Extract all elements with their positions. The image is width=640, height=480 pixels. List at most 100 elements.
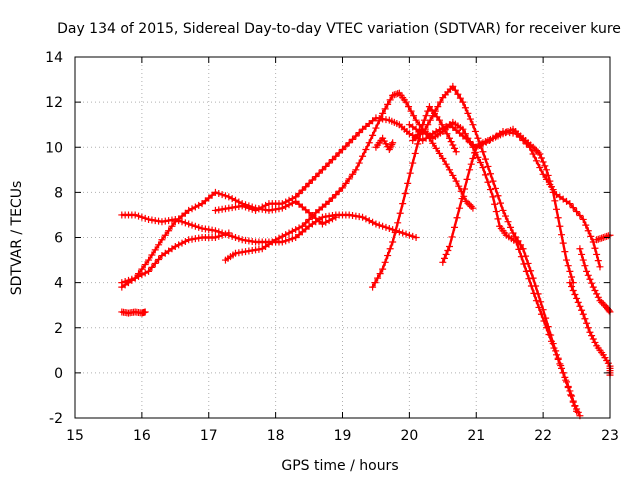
data-point [372,220,380,228]
data-point [484,162,492,170]
data-point [489,177,497,185]
data-point [131,274,139,282]
data-point [591,287,599,295]
data-point [446,166,453,174]
data-point [409,232,417,240]
data-point [448,233,456,241]
data-point [376,270,384,278]
data-point [232,234,239,241]
data-point [456,204,464,212]
data-point [141,308,149,316]
data-point [481,155,489,163]
data-point [188,221,196,229]
data-point [282,231,290,239]
data-point [484,178,492,186]
data-point [342,142,350,150]
data-point [131,211,139,219]
data-point [581,315,589,323]
data-point [292,226,300,234]
series-prn-m [576,245,614,316]
data-point [371,279,379,287]
data-point [335,149,343,157]
data-point [349,170,357,178]
data-point [474,134,482,142]
data-point [571,290,579,298]
data-point [481,171,489,179]
data-point [148,251,156,259]
data-point [362,215,370,223]
data-point [489,193,497,201]
data-point [420,116,428,124]
data-point [566,267,574,275]
data-point [571,402,579,410]
series-prn-a [118,211,420,246]
data-point [386,245,394,253]
data-point [451,144,459,152]
data-point [537,310,545,318]
data-point [435,116,443,124]
data-point [566,200,574,208]
data-point [165,227,173,235]
data-point [405,130,413,138]
data-point [491,184,499,192]
data-point [545,331,553,339]
data-point [381,105,389,113]
x-tick-label: 22 [534,428,552,444]
data-point [339,146,346,154]
data-point [467,160,475,168]
data-point [151,246,159,254]
data-point [525,275,533,283]
data-point [407,107,415,115]
data-point [432,144,440,152]
data-point [471,148,479,156]
data-point [549,188,557,196]
data-point [512,233,520,241]
data-point [345,139,353,147]
data-point [563,378,571,386]
data-point [494,192,502,200]
y-tick-label: -2 [49,411,63,427]
data-point [605,307,613,315]
data-point [440,254,448,262]
data-point [566,387,574,395]
data-point [535,303,543,311]
data-point [362,146,370,154]
data-point [168,222,176,230]
data-point [573,294,581,302]
data-point [245,204,253,212]
data-point [381,258,389,266]
data-point [288,195,296,203]
data-point [453,214,461,222]
data-point [436,98,444,106]
data-point [517,253,525,261]
data-point [349,135,357,143]
data-point [388,140,396,148]
data-point [512,238,520,246]
data-point [540,317,548,325]
data-point [573,208,581,216]
data-point [569,287,577,295]
data-point [586,328,594,336]
data-point [258,203,266,211]
data-point [464,199,472,207]
data-point [141,261,149,269]
data-point [171,243,179,251]
data-point [494,215,502,223]
data-point [302,219,310,227]
data-point [569,204,577,212]
data-point [252,206,260,214]
data-point [389,238,397,246]
data-point [429,112,437,120]
data-point [406,169,414,177]
data-point [386,144,394,152]
data-point [461,104,469,112]
data-point [462,197,470,205]
data-point [466,166,474,174]
data-point [539,158,547,166]
data-point [551,197,559,205]
data-point [466,139,474,147]
data-point [385,146,393,154]
data-point [594,257,602,265]
data-point [434,103,442,111]
data-point [556,222,564,230]
